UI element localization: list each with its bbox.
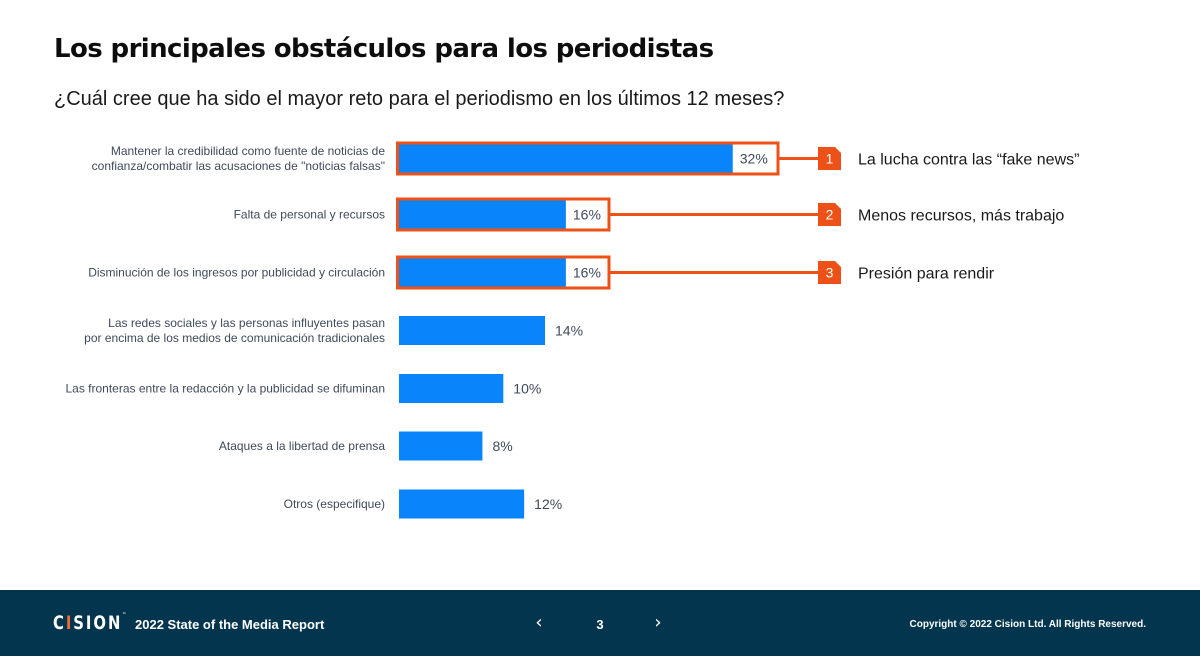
category-label: Las redes sociales y las personas influy… [108,316,385,330]
value-label: 14% [555,323,583,339]
page-subtitle: ¿Cuál cree que ha sido el mayor reto par… [54,88,785,110]
footer: CISION™ 2022 State of the Media Report ‹… [0,590,1200,656]
page-title: Los principales obstáculos para los peri… [54,34,714,64]
bar [399,489,525,519]
callout-text: Presión para rendir [858,266,995,283]
category-label: Falta de personal y recursos [234,208,385,222]
badge-shape [818,147,841,170]
logo-text-pre: C [53,612,66,634]
page-number: 3 [596,617,604,632]
bar [399,258,566,287]
callout-text: Menos recursos, más trabajo [858,208,1064,225]
callout-text: La lucha contra las “fake news” [858,152,1079,169]
category-label: Otros (especifique) [284,497,385,511]
category-label: Disminución de los ingresos por publicid… [88,266,385,280]
logo-text-post: SION [73,612,123,634]
bar [399,374,504,403]
logo-text-accent: I [65,612,74,634]
badge-number: 3 [826,265,834,281]
category-label: confianza/combatir las acusaciones de "n… [92,159,385,173]
value-label: 16% [573,265,601,281]
category-label: Ataques a la libertad de prensa [219,439,385,453]
bar [399,200,566,229]
copyright-text: Copyright © 2022 Cision Ltd. All Rights … [909,619,1146,630]
badge-shape [818,261,841,284]
category-label: Mantener la credibilidad como fuente de … [111,144,385,158]
value-label: 16% [573,207,601,223]
logo-trademark: ™ [122,612,127,618]
category-label: Las fronteras entre la redacción y la pu… [65,382,385,396]
bar [399,431,483,461]
chevron-left-icon[interactable]: ‹ [535,612,543,633]
badge-shape [818,203,841,226]
bar [399,316,546,345]
value-label: 8% [492,438,512,454]
report-title: 2022 State of the Media Report [135,617,325,632]
value-label: 12% [534,496,562,512]
badge-number: 1 [826,151,834,167]
value-label: 10% [513,381,541,397]
chevron-right-icon[interactable]: › [654,612,662,633]
cision-logo: CISION™ [53,612,126,634]
category-label: por encima de los medios de comunicación… [84,331,385,345]
value-label: 32% [740,151,768,167]
bar [399,144,733,173]
badge-number: 2 [826,207,834,223]
bar-chart: Mantener la credibilidad como fuente de … [65,141,1079,519]
